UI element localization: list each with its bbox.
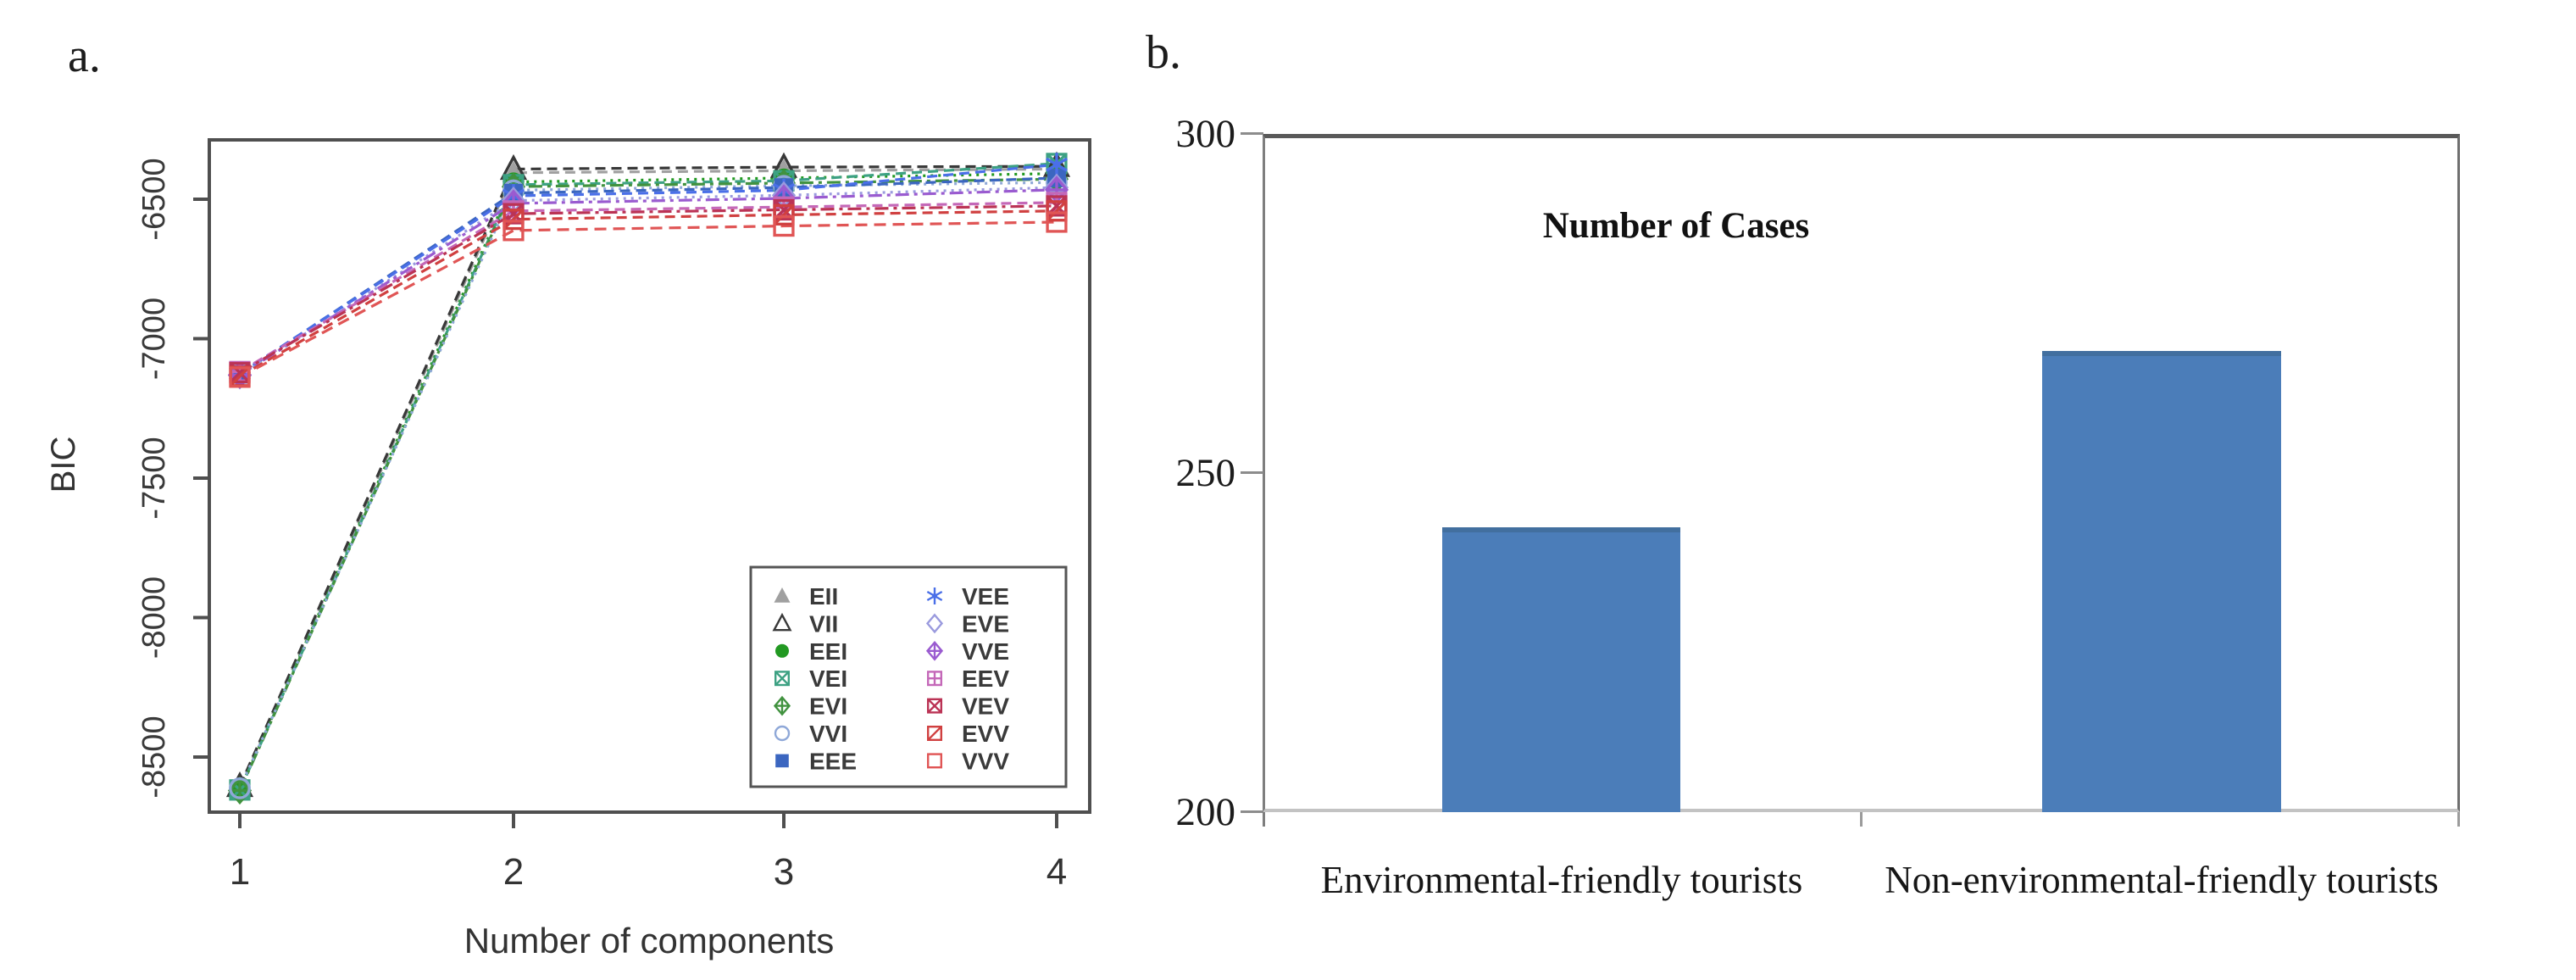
marker bbox=[773, 204, 795, 226]
marker bbox=[1052, 161, 1061, 169]
legend-label-EII: EII bbox=[809, 583, 838, 610]
x-tick-label: 1 bbox=[230, 851, 250, 893]
marker bbox=[772, 612, 792, 632]
category-label-non-environmental: Non-environmental-friendly tourists bbox=[1885, 859, 2439, 901]
marker bbox=[926, 726, 942, 742]
x-axis-title: Number of components bbox=[464, 921, 835, 961]
line-EEI bbox=[238, 172, 1058, 790]
legend-label-VII: VII bbox=[809, 610, 838, 637]
bar-chart-title: Number of Cases bbox=[1542, 206, 1810, 246]
legend-label-EVV: EVV bbox=[962, 721, 1009, 747]
panel-b-label: b. bbox=[1146, 26, 1181, 79]
legend-label-EEV: EEV bbox=[962, 665, 1009, 692]
marker bbox=[774, 671, 791, 687]
legend-label-EVI: EVI bbox=[809, 693, 847, 720]
y-tick-label: -8500 bbox=[136, 716, 172, 798]
marker bbox=[927, 698, 942, 714]
legend-label-VVV: VVV bbox=[962, 748, 1009, 774]
marker bbox=[927, 726, 942, 741]
legend-label-EEI: EEI bbox=[809, 638, 847, 665]
legend-label-VVE: VVE bbox=[962, 638, 1009, 665]
bar-environmental-friendly bbox=[1442, 527, 1680, 812]
category-boundary-tick-left bbox=[1263, 812, 1265, 827]
x-axis: 1 2 3 4 bbox=[230, 812, 1067, 893]
marker bbox=[926, 698, 942, 714]
bic-line-chart: -6500 -7000 -7500 -8000 -8500 1 2 3 4 Number of c… bbox=[45, 138, 1091, 961]
legend-label-VVI: VVI bbox=[809, 721, 847, 747]
legend-label-VEI: VEI bbox=[809, 665, 847, 692]
marker bbox=[774, 725, 791, 742]
y-tick-200 bbox=[1241, 810, 1263, 813]
marker bbox=[773, 214, 795, 237]
y-tick-250 bbox=[1241, 471, 1263, 474]
series-lines bbox=[238, 162, 1058, 792]
y-tick-300 bbox=[1241, 132, 1263, 135]
marker bbox=[502, 209, 525, 230]
marker bbox=[774, 671, 790, 686]
marker bbox=[775, 754, 789, 768]
line-EII bbox=[238, 167, 1058, 788]
x-tick-label: 2 bbox=[503, 851, 524, 893]
marker bbox=[502, 220, 525, 242]
line-EVE bbox=[239, 186, 1058, 377]
marker bbox=[1046, 211, 1068, 233]
marker bbox=[774, 587, 791, 603]
x-tick-label: 4 bbox=[1046, 851, 1067, 893]
legend-label-EVE: EVE bbox=[962, 610, 1009, 637]
line-VEV bbox=[239, 204, 1058, 375]
marker bbox=[502, 209, 525, 231]
y-tick-label-250: 250 bbox=[1175, 451, 1236, 495]
x-tick-label: 3 bbox=[774, 851, 794, 893]
y-tick-label-300: 300 bbox=[1175, 112, 1236, 156]
legend-box bbox=[749, 565, 1068, 788]
line-VEE bbox=[239, 163, 1058, 375]
y-tick-label-200: 200 bbox=[1175, 790, 1236, 834]
category-boundary-tick-middle bbox=[1860, 812, 1863, 827]
line-VVE bbox=[239, 188, 1058, 376]
bar-non-environmental-friendly bbox=[2042, 351, 2281, 812]
y-tick-label: -6500 bbox=[136, 158, 172, 240]
y-axis: -6500 -7000 -7500 -8000 -8500 bbox=[136, 158, 209, 799]
y-tick-label: -7500 bbox=[136, 437, 172, 519]
line-EEV bbox=[239, 201, 1058, 373]
marker bbox=[925, 613, 944, 634]
line-VII bbox=[238, 164, 1058, 788]
marker bbox=[775, 643, 789, 658]
legend-label-VEE: VEE bbox=[962, 583, 1009, 610]
marker bbox=[1046, 200, 1068, 222]
y-tick-label: -8000 bbox=[136, 576, 172, 659]
legend-label-EEE: EEE bbox=[809, 748, 857, 774]
marker bbox=[932, 593, 937, 599]
line-VVV bbox=[239, 220, 1058, 379]
y-axis-title: BIC bbox=[45, 437, 82, 493]
series-markers bbox=[225, 151, 1071, 805]
marker bbox=[229, 366, 251, 388]
category-label-environmental: Environmental-friendly tourists bbox=[1320, 859, 1803, 901]
plot-box bbox=[208, 138, 1091, 814]
category-boundary-tick-right bbox=[2457, 812, 2460, 827]
marker bbox=[773, 203, 795, 226]
marker bbox=[229, 365, 251, 387]
legend-label-VEV: VEV bbox=[962, 693, 1009, 720]
marker bbox=[926, 753, 942, 769]
marker bbox=[229, 777, 251, 799]
line-VVI bbox=[238, 181, 1058, 789]
panel-a-label: a. bbox=[68, 30, 101, 82]
marker bbox=[1046, 200, 1068, 221]
y-tick-label: -7000 bbox=[136, 298, 172, 380]
